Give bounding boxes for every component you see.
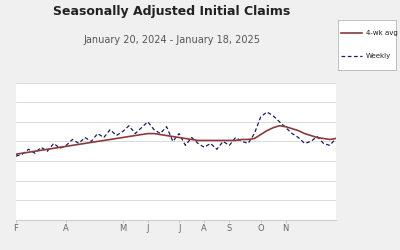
Text: January 20, 2024 - January 18, 2025: January 20, 2024 - January 18, 2025 bbox=[84, 35, 260, 45]
Text: 4-wk avg: 4-wk avg bbox=[366, 30, 398, 36]
Text: Weekly: Weekly bbox=[366, 53, 391, 59]
Text: Seasonally Adjusted Initial Claims: Seasonally Adjusted Initial Claims bbox=[53, 5, 291, 18]
